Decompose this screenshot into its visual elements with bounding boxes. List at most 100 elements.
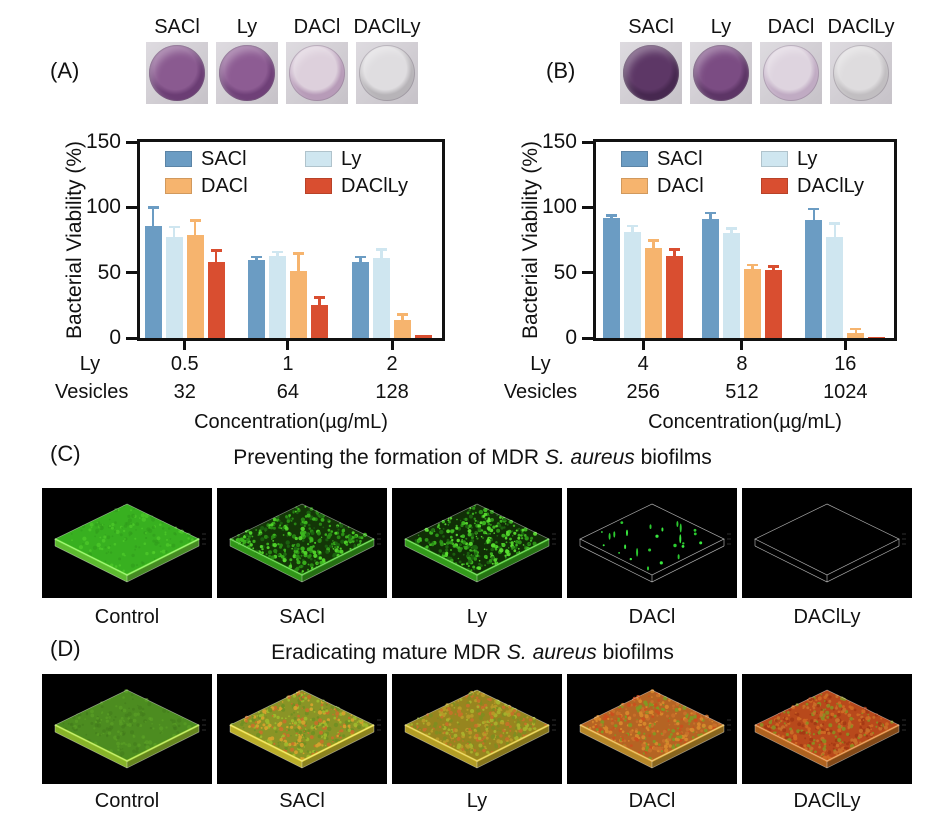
biofilm-3d-render [567,674,737,784]
error-bar-cap [376,248,388,251]
bar-sacl-group3 [805,220,823,338]
well-column: SACl [620,12,682,104]
y-tick-mark [126,336,137,340]
well-column: DACl [286,12,348,104]
bar-dacl-group2 [289,271,307,338]
legend-label: DACl [201,174,248,197]
x-axis-label: Concentration(µg/mL) [194,411,388,433]
bar-ly-group1 [165,237,183,338]
biofilm-3d-render [742,488,912,598]
well-circle [833,45,889,101]
panel-label-a: (A) [50,58,80,83]
panel-d-title-species: S. aureus [506,641,597,664]
error-bar-cap [627,224,639,228]
panel-label-d: (D) [50,636,81,661]
legend-swatch [761,151,788,167]
legend-label: SACl [657,147,703,170]
y-tick-label: 150 [541,130,577,153]
error-bar [276,251,279,256]
x-tick-mark [183,341,187,350]
biofilm-3d-render [742,674,912,784]
biofilm-image-row-d [42,674,912,784]
legend-item: SACl [621,146,761,172]
x-tick-value: 1 [282,353,294,375]
y-tick-mark [582,140,593,144]
y-tick-mark [582,205,593,209]
error-bar-cap [808,207,820,211]
error-bar-cap [704,211,716,215]
y-tick-label: 50 [97,260,121,284]
well-photo [146,42,208,104]
biofilm-image-dacl [567,488,737,598]
y-tick-mark [582,336,593,340]
legend-label: SACl [201,147,247,170]
biofilm-label: SACl [279,606,325,628]
biofilm-label: SACl [279,790,325,812]
error-bar-cap [606,214,618,217]
well-circle [693,45,749,101]
legend-item: DACl [165,173,305,199]
bar-ly-group3 [826,237,844,338]
plot-area [593,139,897,341]
bar-dacl-group3 [394,319,412,338]
legend-swatch [621,151,648,167]
biofilm-label: Ly [466,790,488,812]
panel-c-title-suffix: biofilms [634,446,712,469]
biofilm-image-daclly [742,488,912,598]
y-tick-label: 150 [85,130,121,153]
bar-dacl-group1 [645,247,663,338]
bar-daclly-group1 [666,255,684,338]
error-bar [214,250,218,263]
error-bar-cap [648,239,660,242]
bar-sacl-group1 [144,225,162,338]
y-tick-label: 100 [541,195,577,219]
well-column: DACl [760,12,822,104]
well-photo-label: Ly [710,16,732,38]
x-tick-value: 128 [375,381,409,403]
well-photo [216,42,278,104]
error-bar-cap [397,313,409,316]
bar-dacl-group3 [847,332,865,338]
biofilm-label: Ly [466,606,488,628]
panel-c-title-prefix: Preventing the formation of MDR [233,446,545,469]
legend-swatch [621,178,648,194]
error-bar [833,223,837,238]
well-photo [760,42,822,104]
legend-label: Ly [341,147,362,170]
x-tick-value: 8 [736,353,748,375]
biofilm-3d-render [42,488,212,598]
biofilm-image-sacl [217,674,387,784]
error-bar [359,256,362,263]
x-tick-mark [390,341,394,350]
x-tick-value: 64 [276,381,300,403]
error-bar-cap [829,222,841,225]
panel-d-title-prefix: Eradicating mature MDR [271,641,507,664]
error-bar [631,225,634,233]
well-circle [219,45,275,101]
y-axis-label: Bacterial Viability (%) [63,140,86,340]
biofilm-3d-render [217,674,387,784]
error-bar [730,228,733,234]
bar-sacl-group2 [247,259,265,338]
error-bar-cap [147,206,159,209]
well-photo [620,42,682,104]
well-photo [690,42,752,104]
legend-item: SACl [165,146,305,172]
legend-swatch [761,178,788,194]
error-bar [673,249,676,256]
biofilm-image-control [42,674,212,784]
error-bar-cap [355,255,367,259]
y-tick-label: 100 [85,195,121,219]
well-photo [356,42,418,104]
biofilm-label-row-d: Control SACl Ly DACl DAClLy [42,790,912,813]
well-photo-row-a: SACl Ly DACl DAClLy [146,12,421,104]
legend-item: Ly [761,146,864,172]
error-bar [854,328,858,333]
well-photo-label: SACl [154,16,200,38]
bar-chart-panel-a: Bacterial Viability (%) 0 50 100 150 SACl Ly DA… [55,127,460,433]
x-tick-value: 32 [173,381,196,403]
x-tick-mark [740,341,744,350]
x-tick-mark [286,341,290,350]
y-axis-label: Bacterial Viability (%) [519,140,542,340]
error-bar [380,249,383,259]
